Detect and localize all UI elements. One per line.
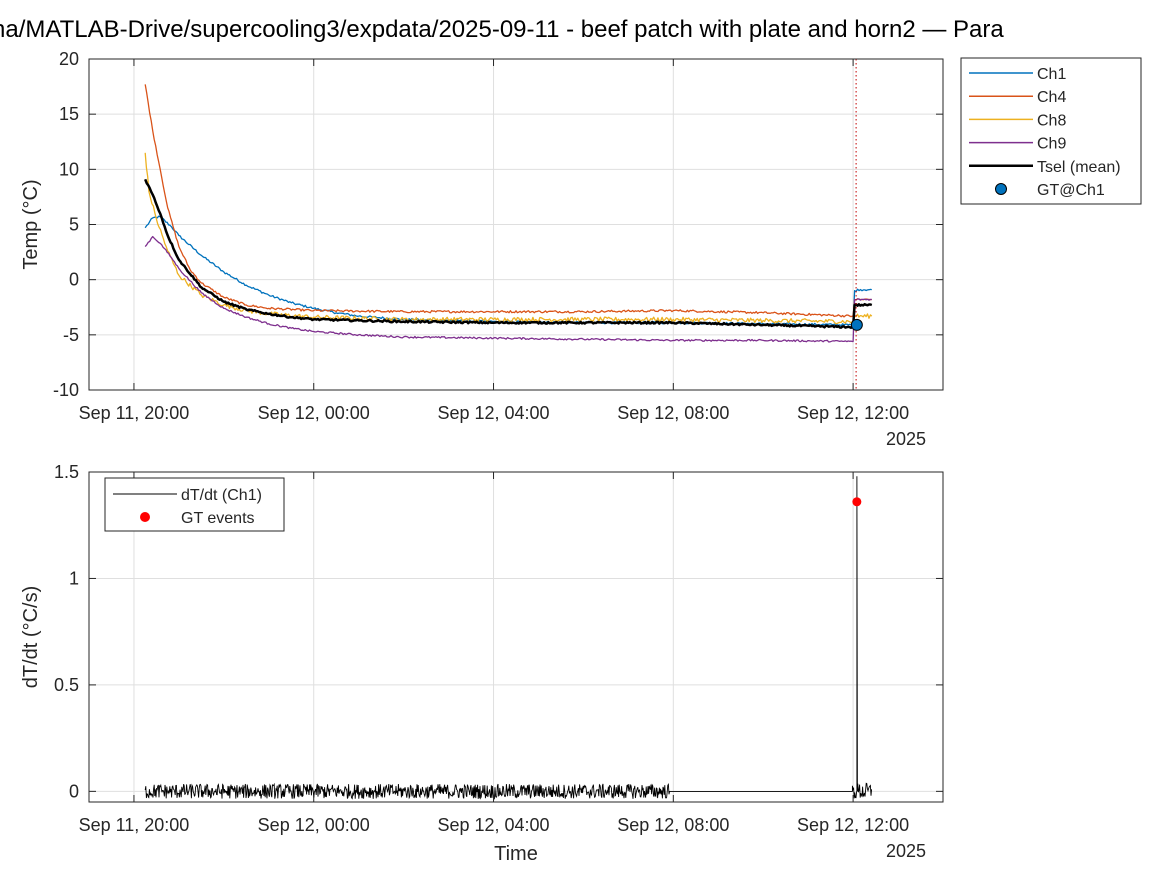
x-secondary-label: 2025 xyxy=(886,429,926,449)
y-tick-label: 1 xyxy=(69,568,79,588)
marker-gt-ch1 xyxy=(850,318,863,331)
x-tick-label: Sep 12, 00:00 xyxy=(258,403,370,423)
legend-label-dt-dt-ch1: dT/dt (Ch1) xyxy=(181,487,262,504)
figure-title: ha/MATLAB-Drive/supercooling3/expdata/20… xyxy=(0,10,1167,50)
y-axis-label: Temp (°C) xyxy=(20,179,42,269)
x-tick-label: Sep 12, 04:00 xyxy=(437,815,549,835)
x-tick-label: Sep 11, 20:00 xyxy=(79,403,190,423)
y-tick-label: 5 xyxy=(69,215,79,235)
x-secondary-label: 2025 xyxy=(886,841,926,861)
y-tick-label: -5 xyxy=(63,325,79,345)
x-axis-label: Time xyxy=(494,843,538,865)
legend-label-gt-events: GT events xyxy=(181,510,255,527)
x-tick-label: Sep 12, 12:00 xyxy=(797,403,909,423)
temperature-plot: Sep 11, 20:00 Sep 12, 00:00 Sep 12, 04:00 S… xyxy=(20,49,1142,449)
derivative-plot: Sep 11, 20:00 Sep 12, 00:00 Sep 12, 04:00 S… xyxy=(20,462,944,865)
legend-marker-gt-ch1 xyxy=(995,183,1007,195)
series-line-tsel-mean xyxy=(144,178,873,329)
y-tick-label: -10 xyxy=(53,380,79,400)
legend-label-tsel-mean: Tsel (mean) xyxy=(1037,159,1121,176)
x-tick-label: Sep 12, 08:00 xyxy=(617,403,729,423)
legend-derivative: dT/dt (Ch1) GT events xyxy=(104,477,285,532)
x-tick-label: Sep 12, 00:00 xyxy=(258,815,370,835)
legend-label-gt-ch1: GT@Ch1 xyxy=(1037,182,1105,199)
legend-label-ch9: Ch9 xyxy=(1037,136,1066,153)
series-line-ch4 xyxy=(144,84,872,318)
x-tick-label: Sep 11, 20:00 xyxy=(79,815,190,835)
y-tick-label: 0 xyxy=(69,270,79,290)
y-axis-label: dT/dt (°C/s) xyxy=(20,586,42,688)
x-tick-label: Sep 12, 04:00 xyxy=(437,403,549,423)
legend-temperature: Ch1 Ch4 Ch8 Ch9 Tsel (mean) GT@Ch1 xyxy=(960,57,1142,205)
y-tick-label: 0.5 xyxy=(54,675,79,695)
legend-marker-gt-events xyxy=(140,512,150,522)
x-tick-label: Sep 12, 08:00 xyxy=(617,815,729,835)
legend-label-ch1: Ch1 xyxy=(1037,66,1066,83)
y-tick-label: 20 xyxy=(59,49,79,69)
y-tick-label: 1.5 xyxy=(54,462,79,482)
legend-box xyxy=(104,477,285,532)
legend-label-ch4: Ch4 xyxy=(1037,89,1066,106)
series-line-dt-dt-ch1 xyxy=(144,476,873,800)
figure-title-text: ha/MATLAB-Drive/supercooling3/expdata/20… xyxy=(0,16,1004,43)
y-tick-label: 0 xyxy=(69,781,79,801)
legend-label-ch8: Ch8 xyxy=(1037,112,1066,129)
marker-gt-events xyxy=(852,497,862,507)
series-line-ch9 xyxy=(144,235,872,343)
x-tick-label: Sep 12, 12:00 xyxy=(797,815,909,835)
legend-box xyxy=(960,57,1142,205)
y-tick-label: 10 xyxy=(59,159,79,179)
axes-box xyxy=(88,471,944,803)
y-tick-label: 15 xyxy=(59,104,79,124)
